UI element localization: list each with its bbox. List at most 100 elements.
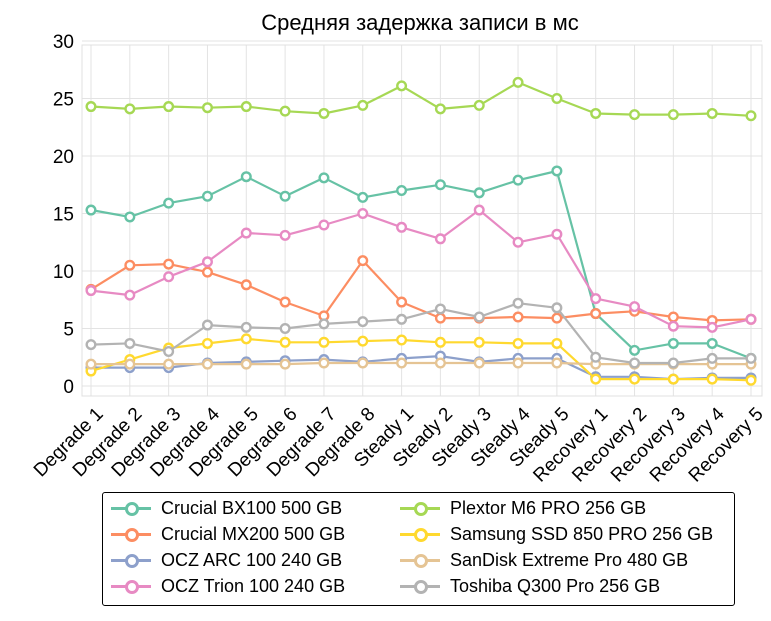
data-point <box>434 103 446 115</box>
data-point <box>240 321 252 333</box>
data-point <box>473 357 485 369</box>
data-point <box>434 336 446 348</box>
data-point <box>629 344 641 356</box>
data-point <box>357 316 369 328</box>
data-point <box>163 101 175 113</box>
plot-frame <box>81 44 763 397</box>
y-tick-label: 20 <box>53 147 74 168</box>
legend: Crucial BX100 500 GB Crucial MX200 500 GB… <box>102 492 735 606</box>
data-point <box>629 357 641 369</box>
legend-item: Samsung SSD 850 PRO 256 GB <box>400 523 713 545</box>
data-point <box>512 337 524 349</box>
data-point <box>667 109 679 121</box>
data-point <box>590 107 602 119</box>
data-point <box>279 190 291 202</box>
data-point <box>551 302 563 314</box>
legend-swatch-marker <box>125 502 139 516</box>
data-point <box>706 373 718 385</box>
series-line <box>90 208 752 329</box>
data-point <box>434 179 446 191</box>
data-point <box>512 174 524 186</box>
data-point <box>279 229 291 241</box>
data-point <box>124 358 136 370</box>
data-point <box>201 190 213 202</box>
data-point <box>551 312 563 324</box>
data-point <box>124 259 136 271</box>
data-point <box>590 373 602 385</box>
data-point <box>240 279 252 291</box>
legend-label: Crucial MX200 500 GB <box>161 523 346 544</box>
data-point <box>745 374 757 386</box>
data-point <box>163 271 175 283</box>
data-point <box>551 337 563 349</box>
legend-label: OCZ ARC 100 240 GB <box>161 549 343 570</box>
data-point <box>124 211 136 223</box>
data-point <box>667 320 679 332</box>
data-point <box>706 337 718 349</box>
legend-swatch <box>400 497 440 519</box>
legend-label: SanDisk Extreme Pro 480 GB <box>450 549 689 570</box>
legend-swatch <box>111 575 151 597</box>
series-line <box>90 81 752 117</box>
legend-label: Toshiba Q300 Pro 256 GB <box>450 575 661 596</box>
data-point <box>201 319 213 331</box>
data-point <box>357 335 369 347</box>
data-point <box>201 266 213 278</box>
legend-swatch <box>400 549 440 571</box>
y-tick-label: 30 <box>53 32 74 53</box>
data-point <box>318 107 330 119</box>
data-point <box>551 165 563 177</box>
data-point <box>473 99 485 111</box>
data-point <box>667 311 679 323</box>
data-point <box>279 296 291 308</box>
legend-item: OCZ ARC 100 240 GB <box>111 549 342 571</box>
data-point <box>590 293 602 305</box>
legend-item: Plextor M6 PRO 256 GB <box>400 497 646 519</box>
legend-item: Crucial BX100 500 GB <box>111 497 342 519</box>
data-point <box>318 357 330 369</box>
data-point <box>201 102 213 114</box>
data-point <box>629 301 641 313</box>
data-point <box>396 357 408 369</box>
series-line <box>90 259 752 322</box>
data-point <box>590 308 602 320</box>
data-point <box>667 337 679 349</box>
data-point <box>357 207 369 219</box>
data-point <box>318 172 330 184</box>
data-point <box>667 373 679 385</box>
legend-item: Crucial MX200 500 GB <box>111 523 345 545</box>
chart-title: Средняя задержка записи в мс <box>261 10 578 35</box>
data-point <box>396 184 408 196</box>
y-tick-label: 5 <box>63 320 74 341</box>
y-tick-label: 0 <box>63 377 74 398</box>
data-point <box>706 107 718 119</box>
data-point <box>512 297 524 309</box>
legend-swatch-marker <box>125 580 139 594</box>
legend-swatch-marker <box>414 580 428 594</box>
data-point <box>590 351 602 363</box>
data-point <box>163 358 175 370</box>
data-point <box>706 321 718 333</box>
y-tick-label: 25 <box>53 90 74 111</box>
data-point <box>163 346 175 358</box>
data-point <box>551 228 563 240</box>
legend-swatch <box>400 523 440 545</box>
data-point <box>512 76 524 88</box>
data-point <box>512 357 524 369</box>
data-point <box>512 236 524 248</box>
data-point <box>396 296 408 308</box>
data-point <box>85 101 97 113</box>
data-point <box>201 358 213 370</box>
legend-swatch-marker <box>414 528 428 542</box>
legend-label: Crucial BX100 500 GB <box>161 497 343 518</box>
data-point <box>396 334 408 346</box>
data-point <box>551 92 563 104</box>
data-point <box>240 358 252 370</box>
data-point <box>745 352 757 364</box>
data-point <box>551 357 563 369</box>
legend-item: Toshiba Q300 Pro 256 GB <box>400 575 660 597</box>
data-point <box>629 373 641 385</box>
data-point <box>396 221 408 233</box>
